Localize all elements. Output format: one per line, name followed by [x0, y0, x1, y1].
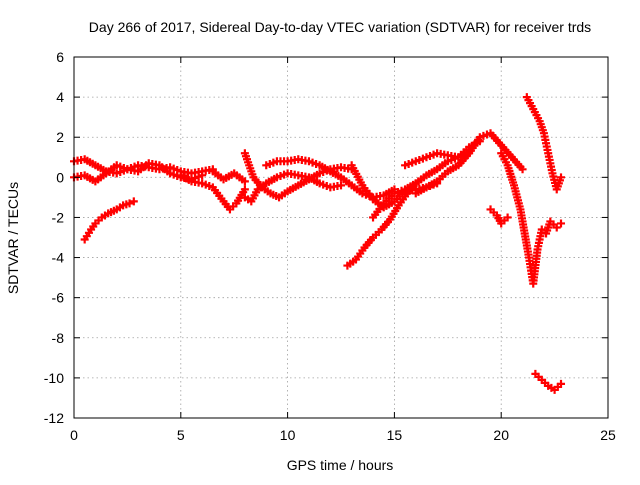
data-point [240, 185, 249, 194]
data-point [129, 197, 138, 206]
y-tick-label: 4 [56, 89, 64, 105]
series-arc-c [80, 197, 138, 244]
x-tick-label: 0 [70, 427, 78, 443]
x-tick-label: 15 [387, 427, 403, 443]
y-tick-label: 2 [56, 129, 64, 145]
y-axis-label: SDTVAR / TECUs [5, 182, 21, 294]
x-tick-label: 10 [280, 427, 296, 443]
data-point [557, 173, 566, 182]
series-arc-b [70, 159, 207, 186]
y-tick-label: -4 [52, 250, 65, 266]
x-tick-label: 25 [600, 427, 616, 443]
x-axis-label: GPS time / hours [287, 457, 394, 473]
data-point [198, 171, 207, 180]
x-tick-label: 20 [493, 427, 509, 443]
series-arc-e [208, 167, 249, 186]
y-tick-label: 6 [56, 49, 64, 65]
data-point [552, 223, 561, 232]
series-arc-m [411, 129, 527, 198]
data-point [337, 181, 345, 190]
series-arc-q [531, 369, 566, 394]
data-point [125, 199, 134, 208]
y-tick-label: 0 [56, 169, 64, 185]
data-point [518, 165, 527, 174]
series-arc-l [401, 137, 484, 170]
data-point [557, 379, 566, 388]
y-tick-label: -6 [52, 290, 65, 306]
series-arc-o [497, 149, 566, 288]
y-tick-label: -8 [52, 330, 65, 346]
ticks-layer: 0 5 10 15 20 25 -12 -10 -8 -6 -4 -2 0 2 4 6 [44, 49, 616, 443]
series-arc-d [176, 171, 249, 214]
series-arc-p [522, 93, 566, 194]
chart-title: Day 266 of 2017, Sidereal Day-to-day VTE… [89, 19, 591, 35]
plot-frame [73, 56, 609, 419]
points-layer [70, 93, 566, 394]
series-arc-g [240, 149, 356, 202]
y-tick-label: -10 [44, 370, 64, 386]
data-point [503, 213, 512, 222]
series-arc-n [486, 205, 512, 228]
x-tick-label: 5 [177, 427, 185, 443]
y-tick-label: -2 [52, 209, 65, 225]
data-point [240, 177, 249, 186]
data-point [557, 219, 566, 228]
y-tick-label: -12 [44, 410, 64, 426]
